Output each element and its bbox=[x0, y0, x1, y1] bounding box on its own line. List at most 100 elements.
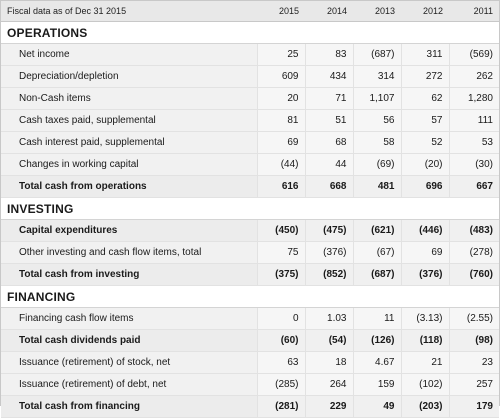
cell-value: 18 bbox=[304, 351, 353, 374]
table-header-row: Fiscal data as of Dec 31 2015 2015 2014 … bbox=[1, 1, 499, 22]
row-label: Cash taxes paid, supplemental bbox=[1, 109, 257, 132]
cell-value: 11 bbox=[352, 307, 401, 330]
cell-value: (20) bbox=[400, 153, 449, 176]
cell-value: 272 bbox=[400, 65, 449, 88]
section-header-row: OPERATIONS bbox=[1, 21, 499, 44]
year-header: 2014 bbox=[305, 1, 353, 22]
cell-value: (281) bbox=[256, 395, 305, 418]
cell-value: (475) bbox=[304, 219, 353, 242]
cell-value: 58 bbox=[352, 131, 401, 154]
row-label: Cash interest paid, supplemental bbox=[1, 131, 257, 154]
row-label: Depreciation/depletion bbox=[1, 65, 257, 88]
cell-value: (30) bbox=[448, 153, 499, 176]
cell-value: 179 bbox=[448, 395, 499, 418]
row-label: Capital expenditures bbox=[1, 219, 257, 242]
fiscal-date-label: Fiscal data as of Dec 31 2015 bbox=[1, 1, 257, 22]
cell-value: 23 bbox=[448, 351, 499, 374]
cell-value: (278) bbox=[448, 241, 499, 264]
cell-value: 62 bbox=[400, 87, 449, 110]
cell-value: 1.03 bbox=[304, 307, 353, 330]
year-header: 2011 bbox=[449, 1, 499, 22]
cell-value: 257 bbox=[448, 373, 499, 396]
cell-value: (2.55) bbox=[448, 307, 499, 330]
cell-value: 51 bbox=[304, 109, 353, 132]
year-header: 2015 bbox=[257, 1, 305, 22]
cell-value: 75 bbox=[256, 241, 305, 264]
row-label: Non-Cash items bbox=[1, 87, 257, 110]
cell-value: 1,107 bbox=[352, 87, 401, 110]
row-label: Other investing and cash flow items, tot… bbox=[1, 241, 257, 264]
cell-value: 44 bbox=[304, 153, 353, 176]
cell-value: 481 bbox=[352, 175, 401, 198]
table-row: Changes in working capital (44) 44 (69) (20)… bbox=[1, 153, 499, 176]
table-total-row: Total cash from investing (375) (852) (687)… bbox=[1, 263, 499, 286]
cell-value: (376) bbox=[400, 263, 449, 286]
cell-value: (760) bbox=[448, 263, 499, 286]
section-title: INVESTING bbox=[1, 197, 499, 220]
cell-value: (118) bbox=[400, 329, 449, 352]
cell-value: 1,280 bbox=[448, 87, 499, 110]
section-header-row: INVESTING bbox=[1, 197, 499, 220]
row-label: Issuance (retirement) of debt, net bbox=[1, 373, 257, 396]
cell-value: (569) bbox=[448, 43, 499, 66]
cell-value: 311 bbox=[400, 43, 449, 66]
cell-value: 57 bbox=[400, 109, 449, 132]
cell-value: 69 bbox=[400, 241, 449, 264]
cell-value: 159 bbox=[352, 373, 401, 396]
row-label: Total cash dividends paid bbox=[1, 329, 257, 352]
row-label: Net income bbox=[1, 43, 257, 66]
cell-value: (852) bbox=[304, 263, 353, 286]
cell-value: (376) bbox=[304, 241, 353, 264]
table-row: Cash interest paid, supplemental 69 68 58 52… bbox=[1, 131, 499, 154]
table-row: Cash taxes paid, supplemental 81 51 56 57 111 bbox=[1, 109, 499, 132]
cell-value: (450) bbox=[256, 219, 305, 242]
table-row: Issuance (retirement) of debt, net (285) 2… bbox=[1, 373, 499, 396]
cell-value: (483) bbox=[448, 219, 499, 242]
cell-value: 63 bbox=[256, 351, 305, 374]
cell-value: (67) bbox=[352, 241, 401, 264]
table-row: Depreciation/depletion 609 434 314 272 262 bbox=[1, 65, 499, 88]
cell-value: (3.13) bbox=[400, 307, 449, 330]
table-row: Non-Cash items 20 71 1,107 62 1,280 bbox=[1, 87, 499, 110]
cell-value: 81 bbox=[256, 109, 305, 132]
section-title: FINANCING bbox=[1, 285, 499, 308]
cell-value: (446) bbox=[400, 219, 449, 242]
table-row: Financing cash flow items 0 1.03 11 (3.13) (2… bbox=[1, 307, 499, 330]
table-total-row: Total cash from operations 616 668 481 696 66… bbox=[1, 175, 499, 198]
cell-value: (98) bbox=[448, 329, 499, 352]
cell-value: 229 bbox=[304, 395, 353, 418]
cell-value: (60) bbox=[256, 329, 305, 352]
cell-value: 71 bbox=[304, 87, 353, 110]
table-total-row: Total cash from financing (281) 229 49 (203)… bbox=[1, 395, 499, 418]
cell-value: 53 bbox=[448, 131, 499, 154]
section-header-row: FINANCING bbox=[1, 285, 499, 308]
cell-value: (69) bbox=[352, 153, 401, 176]
table-total-row: Capital expenditures (450) (475) (621) (446)… bbox=[1, 219, 499, 242]
row-label: Total cash from financing bbox=[1, 395, 257, 418]
cell-value: (203) bbox=[400, 395, 449, 418]
cell-value: 21 bbox=[400, 351, 449, 374]
cell-value: 0 bbox=[256, 307, 305, 330]
year-header: 2013 bbox=[353, 1, 401, 22]
cell-value: 264 bbox=[304, 373, 353, 396]
cell-value: 314 bbox=[352, 65, 401, 88]
cell-value: 696 bbox=[400, 175, 449, 198]
table-total-row: Total cash dividends paid (60) (54) (126) (1… bbox=[1, 329, 499, 352]
cell-value: 609 bbox=[256, 65, 305, 88]
cell-value: (687) bbox=[352, 263, 401, 286]
row-label: Financing cash flow items bbox=[1, 307, 257, 330]
cell-value: 668 bbox=[304, 175, 353, 198]
cell-value: (102) bbox=[400, 373, 449, 396]
cell-value: 68 bbox=[304, 131, 353, 154]
cell-value: (621) bbox=[352, 219, 401, 242]
row-label: Changes in working capital bbox=[1, 153, 257, 176]
cell-value: 56 bbox=[352, 109, 401, 132]
cell-value: 52 bbox=[400, 131, 449, 154]
year-header: 2012 bbox=[401, 1, 449, 22]
table-row: Net income 25 83 (687) 311 (569) bbox=[1, 43, 499, 66]
cell-value: 49 bbox=[352, 395, 401, 418]
cell-value: (285) bbox=[256, 373, 305, 396]
table-body: OPERATIONS Net income 25 83 (687) 311 (569) Dep… bbox=[1, 21, 499, 418]
